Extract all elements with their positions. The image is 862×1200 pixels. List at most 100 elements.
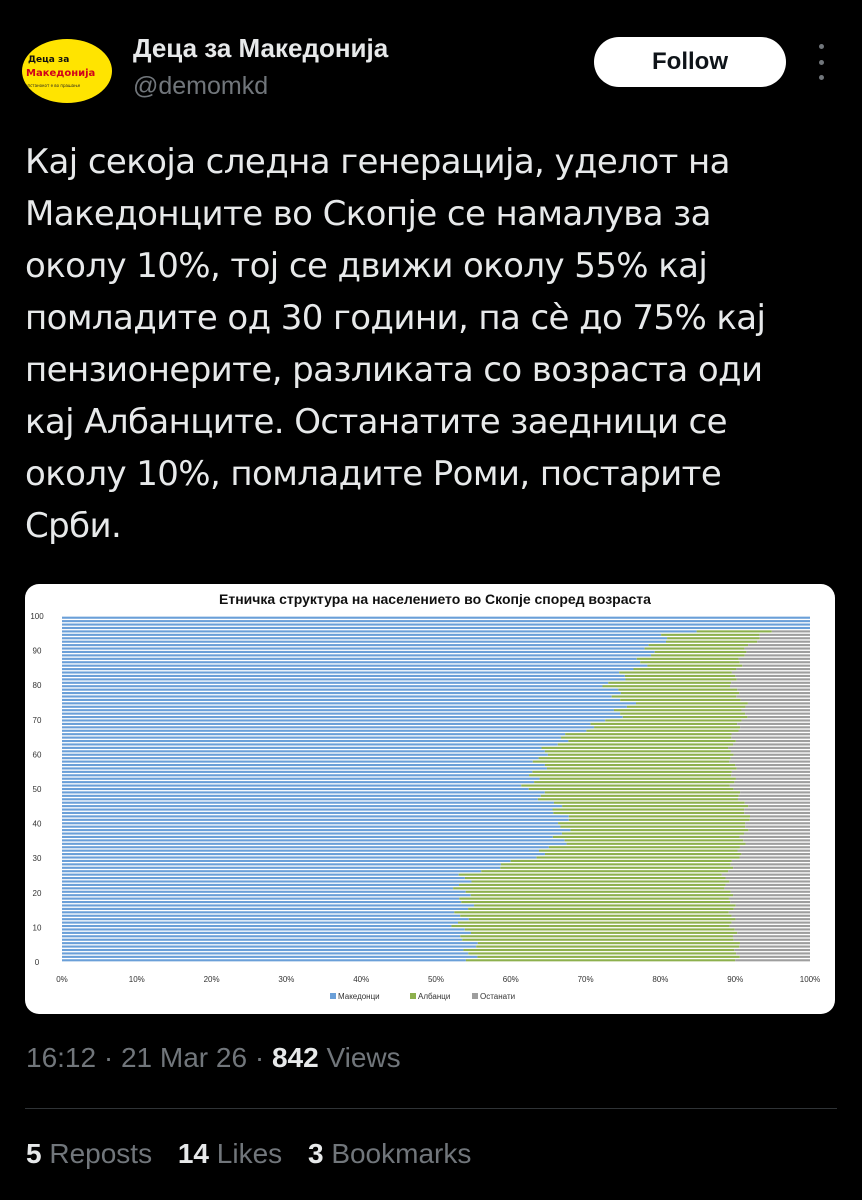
bar-segment-albanians [594,726,741,729]
bar-segment-others [743,839,810,842]
bar-segment-macedonians [62,757,539,760]
bar-segment-others [740,698,810,701]
bar-segment-others [749,818,810,821]
bar-segment-macedonians [62,870,482,873]
y-tick-label: 90 [33,647,42,656]
tweet-date[interactable]: 21 Mar 26 [120,1042,248,1073]
bar-segment-others [739,942,810,945]
bar-segment-albanians [635,702,748,705]
bookmarks-stat[interactable]: 3 Bookmarks [308,1138,471,1169]
tweet-time[interactable]: 16:12 [26,1042,97,1073]
bar-segment-macedonians [62,911,455,914]
bar-segment-others [729,760,810,763]
bar-segment-albanians [562,805,749,808]
bar-segment-others [747,716,810,719]
bar-segment-albanians [539,777,736,780]
likes-count: 14 [177,1138,210,1169]
bar-segment-macedonians [62,818,569,821]
bar-segment-others [737,722,810,725]
reposts-stat[interactable]: 5 Reposts [26,1138,152,1169]
bar-segment-macedonians [62,832,562,835]
bar-segment-albanians [474,904,736,907]
bar-segment-others [730,900,810,904]
likes-stat[interactable]: 14 Likes [178,1138,282,1169]
bar-segment-albanians [548,846,740,849]
bar-segment-albanians [625,678,737,681]
bar-segment-others [733,938,810,941]
bar-segment-others [737,688,810,691]
bar-segment-albanians [462,938,734,941]
author-name[interactable]: Деца за Македонија [133,33,389,63]
bar-segment-others [743,832,810,835]
bar-segment-albanians [647,664,743,667]
bar-segment-macedonians [62,894,471,897]
bar-segment-macedonians [62,921,459,924]
bar-segment-macedonians [62,938,463,941]
follow-button[interactable]: Follow [594,37,786,87]
bar-segment-albanians [468,907,734,910]
bar-segment-others [739,835,810,839]
more-options-icon[interactable] [812,44,830,80]
bar-segment-macedonians [62,839,565,842]
bar-segment-albanians [538,849,738,852]
y-tick-label: 70 [33,716,42,725]
bar-segment-macedonians [62,863,501,866]
bar-segment-macedonians [62,736,562,739]
bar-segment-albanians [461,900,731,904]
bar-segment-albanians [510,859,732,862]
bar-segment-macedonians [62,794,541,797]
bar-segment-albanians [540,794,739,797]
bar-segment-others [728,870,810,873]
tweet-text: Кај секоја следна генерација, уделот на … [25,136,840,552]
y-tick-label: 50 [33,785,42,794]
avatar-text-line2: Македонија [26,68,96,79]
bar-segment-albanians [553,801,745,804]
bar-segment-others [759,633,810,636]
bar-segment-albanians [661,633,760,636]
bar-segment-others [748,644,810,647]
tweet-meta: 16:12 · 21 Mar 26 · 842 Views [26,1042,401,1074]
bar-segment-others [738,729,810,732]
bar-segment-macedonians [62,616,810,619]
bar-segment-albanians [560,825,746,828]
x-tick-label: 20% [204,975,220,984]
bar-segment-albanians [468,952,737,955]
bar-segment-others [731,921,810,924]
bar-segment-albanians [626,705,746,708]
legend-swatch [410,993,416,999]
bar-segment-others [739,846,810,849]
author-handle[interactable]: @demomkd [133,72,269,100]
bar-segment-albanians [465,959,736,962]
x-tick-label: 70% [578,975,594,984]
bar-segment-macedonians [62,931,471,934]
bar-segment-macedonians [62,647,645,650]
bar-segment-albanians [544,750,731,753]
bar-segment-others [733,866,810,869]
bar-segment-albanians [528,787,734,791]
bar-segment-macedonians [62,849,539,852]
likes-label: Likes [216,1138,283,1169]
chart-image-card[interactable]: Етничка структура на населението во Скоп… [25,584,835,1014]
y-tick-label: 60 [33,750,42,759]
bar-segment-macedonians [62,746,542,749]
legend-label: Македонци [338,992,380,1001]
bar-segment-albanians [558,822,746,825]
bar-segment-macedonians [62,716,623,719]
bar-segment-others [729,880,810,883]
bar-segment-others [739,856,810,859]
tweet-text-line: Срби. [25,506,122,546]
bar-segment-albanians [460,935,733,938]
bar-segment-others [744,811,810,815]
bar-segment-albanians [500,863,731,866]
bar-segment-others [739,945,810,948]
bar-segment-albanians [471,880,730,883]
bookmarks-label: Bookmarks [331,1138,472,1169]
bar-segment-macedonians [62,811,554,815]
bar-segment-macedonians [62,883,460,886]
x-tick-label: 90% [727,975,743,984]
bar-segment-others [737,798,810,801]
avatar[interactable]: Деца за Македонија опстанокот е во праша… [22,39,112,103]
bar-segment-albanians [620,692,740,695]
bar-segment-others [746,650,810,654]
bar-segment-albanians [481,870,729,873]
